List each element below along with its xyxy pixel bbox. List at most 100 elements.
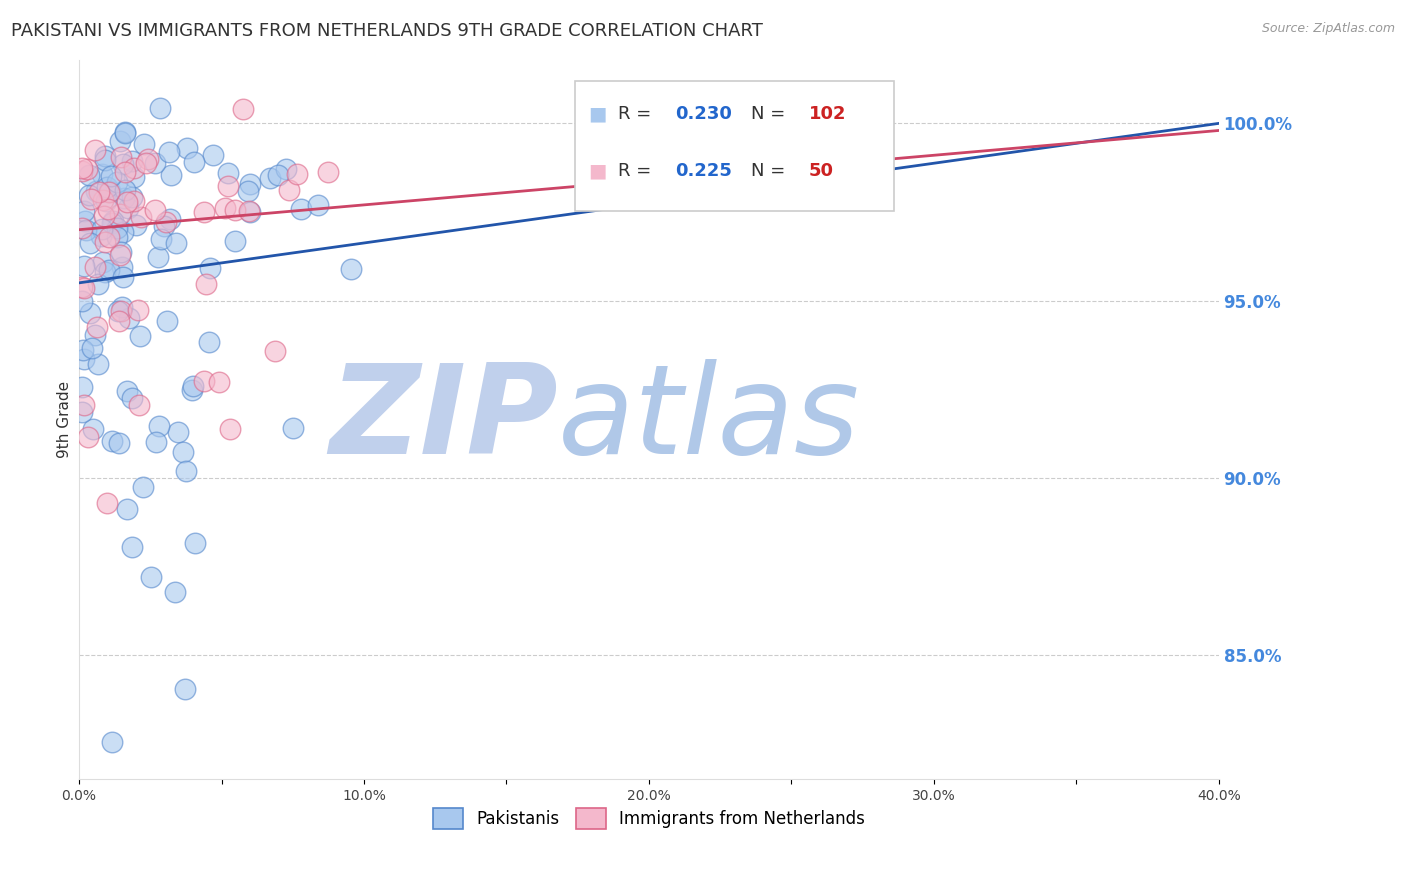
Point [80,192,103,206]
Point [91,194,114,208]
Point [101,434,124,449]
Text: R =: R = [619,162,657,180]
Text: R =: R = [619,104,657,122]
Point [112,191,135,205]
Point [107,303,129,318]
Point [100,216,122,230]
Point [165,235,187,250]
Point [195,277,218,292]
Point [73,259,96,273]
Point [155,215,177,229]
Point [73,398,96,412]
Point [98,184,121,198]
Point [84,184,107,198]
Point [107,435,129,450]
Point [94,148,117,162]
Point [73,213,96,227]
Text: N =: N = [751,104,792,122]
Point [193,205,215,219]
Point [153,219,176,233]
Point [264,343,287,358]
Point [145,156,167,170]
Point [200,260,222,275]
Point [232,102,254,116]
Text: ZIP: ZIP [329,359,558,480]
Point [149,101,172,115]
Point [218,422,240,436]
Point [165,585,187,599]
Point [110,134,132,148]
Point [84,260,107,274]
Point [111,260,134,275]
Point [159,168,181,182]
Point [110,151,132,165]
Point [139,570,162,584]
Point [138,153,160,167]
Point [80,341,103,355]
Point [96,179,118,194]
Point [105,221,128,235]
Text: N =: N = [751,162,792,180]
Point [112,157,135,171]
Point [110,244,132,259]
Point [238,204,260,219]
Point [91,221,114,235]
Point [70,294,93,309]
Point [224,234,246,248]
Point [73,281,96,295]
Point [77,169,100,183]
Text: 50: 50 [808,162,834,180]
Point [105,175,128,189]
Point [131,210,153,224]
Point [135,156,157,170]
Point [149,232,172,246]
Legend: Pakistanis, Immigrants from Netherlands: Pakistanis, Immigrants from Netherlands [426,802,872,835]
Point [148,418,170,433]
Point [70,220,93,235]
Point [98,229,121,244]
Point [79,236,101,251]
Text: PAKISTANI VS IMMIGRANTS FROM NETHERLANDS 9TH GRADE CORRELATION CHART: PAKISTANI VS IMMIGRANTS FROM NETHERLANDS… [11,22,763,40]
Point [76,429,98,443]
Point [76,162,98,177]
Point [91,255,114,269]
Point [183,154,205,169]
Point [86,320,108,334]
Y-axis label: 9th Grade: 9th Grade [58,381,72,458]
Point [267,168,290,182]
Point [70,161,93,175]
Point [114,183,136,197]
Text: 0.225: 0.225 [675,162,733,180]
Point [97,202,120,216]
Point [108,248,131,262]
Text: ■: ■ [589,104,607,123]
Point [340,262,363,277]
Point [115,502,138,516]
Point [239,205,262,219]
Point [96,496,118,510]
Point [94,235,117,249]
Point [110,304,132,318]
Point [84,328,107,343]
Point [70,405,93,419]
Point [236,184,259,198]
Point [208,375,231,389]
Point [121,540,143,554]
Point [101,735,124,749]
Point [277,183,299,197]
Point [98,263,121,277]
Point [87,357,110,371]
Point [97,185,120,199]
Point [193,374,215,388]
Point [239,177,262,191]
Point [70,280,93,294]
Point [70,380,93,394]
Point [290,202,312,216]
Point [274,161,297,176]
Point [94,265,117,279]
Point [82,422,104,436]
Point [114,165,136,179]
Point [107,313,129,327]
Point [197,334,219,349]
Point [100,169,122,183]
